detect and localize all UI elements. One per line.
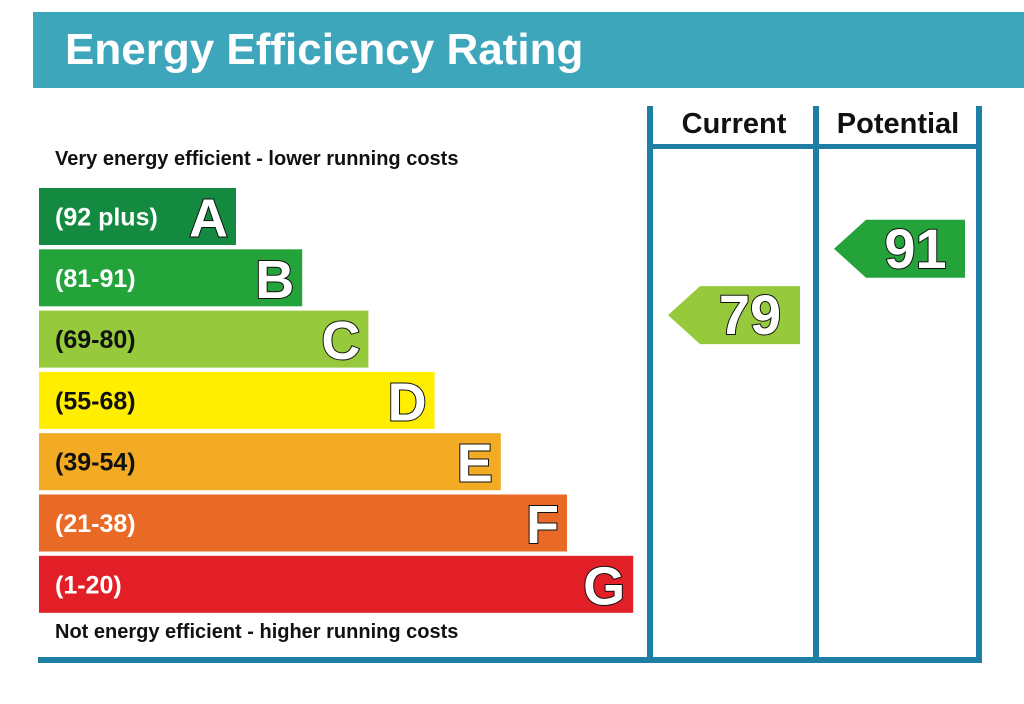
band-bar-c: [39, 310, 369, 368]
column-header-potential: Potential: [836, 108, 960, 140]
band-range-label: (81-91): [55, 265, 136, 293]
band-bar-g: [39, 555, 634, 613]
band-letter: G: [583, 556, 625, 616]
band-bar-d: [39, 371, 435, 429]
band-letter: A: [189, 189, 228, 249]
caption-top: Very energy efficient - lower running co…: [55, 148, 459, 170]
title-bar: Energy Efficiency Rating: [33, 12, 1024, 88]
band-letter: F: [526, 495, 559, 555]
band-range-label: (21-38): [55, 510, 136, 538]
band-letter: C: [321, 311, 360, 371]
frame-line-middle: [813, 106, 819, 662]
band-letter: D: [388, 372, 427, 432]
frame-line-left: [647, 106, 653, 662]
band-bar-e: [39, 433, 501, 491]
caption-bottom: Not energy efficient - higher running co…: [55, 621, 459, 643]
band-range-label: (39-54): [55, 449, 136, 477]
band-letter: B: [255, 250, 294, 310]
column-header-current: Current: [681, 108, 787, 140]
band-bar-f: [39, 494, 567, 552]
band-range-label: (55-68): [55, 387, 136, 415]
band-bar-a: [39, 188, 236, 245]
current-rating-value: 79: [719, 283, 781, 346]
band-letter: E: [457, 434, 493, 494]
frame-bottom-line: [38, 657, 982, 663]
frame-header-divider: [647, 144, 982, 149]
band-range-label: (1-20): [55, 571, 122, 599]
band-bar-b: [39, 249, 303, 307]
page-title: Energy Efficiency Rating: [65, 25, 584, 74]
frame-line-right: [976, 106, 982, 662]
band-range-label: (69-80): [55, 326, 136, 354]
potential-rating-value: 91: [884, 217, 946, 280]
potential-rating-arrow: [834, 219, 965, 278]
band-range-label: (92 plus): [55, 204, 158, 232]
current-rating-arrow: [668, 286, 800, 345]
